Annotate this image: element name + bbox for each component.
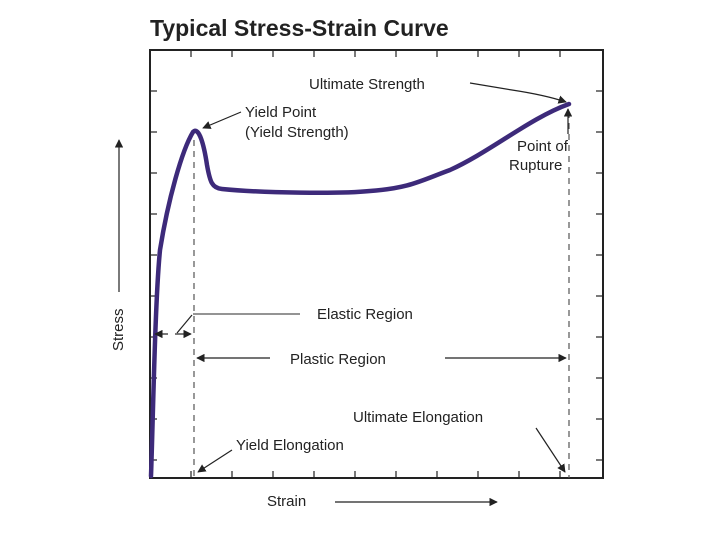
elastic-region-label: Elastic Region (317, 306, 413, 323)
ultimate-elongation-label: Ultimate Elongation (353, 409, 483, 426)
rupture-label: Rupture (509, 157, 562, 174)
yield-elongation-arrow (197, 449, 233, 473)
ultimate-elongation-arrow (535, 427, 566, 473)
ultimate-strength-arrow (469, 82, 567, 104)
point-of-rupture-label: Point of (517, 138, 569, 155)
elastic-region-pointer (176, 314, 193, 334)
stress-strain-curve (148, 101, 572, 479)
plot-frame (149, 49, 604, 479)
ultimate-strength-label: Ultimate Strength (309, 76, 425, 93)
yield-point-arrow (202, 111, 242, 129)
yield-elongation-label: Yield Elongation (236, 437, 344, 454)
yield-strength-label: (Yield Strength) (245, 124, 349, 141)
plastic-region-label: Plastic Region (290, 351, 386, 368)
chart-title: Typical Stress-Strain Curve (150, 15, 449, 41)
x-axis-label: Strain (267, 493, 306, 510)
yield-point-label: Yield Point (245, 104, 317, 121)
y-axis-label: Stress (110, 308, 127, 351)
